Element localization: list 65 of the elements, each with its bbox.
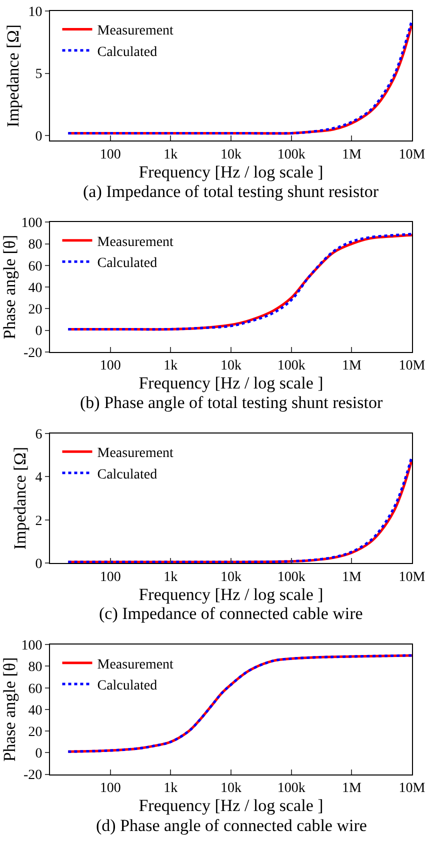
legend-label: Calculated	[97, 467, 158, 482]
legend-label: Measurement	[97, 24, 174, 39]
x-tick-label: 10M	[398, 781, 426, 796]
x-tick-label: 100k	[277, 781, 306, 796]
y-tick-label: 80	[28, 660, 42, 676]
y-tick-label: 40	[28, 280, 42, 296]
y-tick-label: 0	[35, 324, 42, 340]
x-axis-title: Frequency [Hz / log scale ]	[138, 796, 324, 816]
x-tick-label: 10M	[398, 570, 426, 585]
y-tick-label: 0	[35, 130, 42, 145]
x-tick-label: 1M	[342, 147, 362, 162]
y-axis-title: Impedance [Ω]	[4, 24, 23, 128]
x-tick-label: 100	[100, 358, 121, 374]
x-tick-label: 100	[100, 781, 121, 796]
x-tick-label: 1M	[342, 781, 362, 796]
x-tick-label: 1k	[164, 147, 178, 162]
y-tick-label: 0	[35, 556, 42, 572]
legend-label: Calculated	[97, 678, 158, 694]
y-tick-label: 60	[28, 259, 42, 274]
text: (c) Impedance of connected cable wire	[99, 604, 363, 623]
x-tick-label: 10M	[398, 147, 426, 162]
y-tick-label: 20	[28, 724, 42, 740]
text: (d) Phase angle of connected cable wire	[96, 816, 367, 835]
x-axis-title: Frequency [Hz / log scale ]	[138, 584, 324, 604]
y-tick-label: 60	[28, 682, 42, 697]
y-tick-label: 20	[28, 302, 42, 318]
x-tick-label: 1M	[342, 570, 362, 585]
x-axis-title: Frequency [Hz / log scale ]	[138, 162, 324, 182]
y-axis-title: Impedance [Ω]	[10, 446, 30, 550]
y-tick-label: -20	[24, 346, 42, 361]
y-tick-label: 6	[35, 427, 42, 442]
x-tick-label: 1k	[164, 781, 178, 796]
y-tick-label: 40	[28, 703, 42, 718]
y-tick-label: -20	[24, 768, 42, 784]
text: (b) Phase angle of total testing shunt resistor	[80, 393, 383, 412]
legend-label: Calculated	[97, 256, 158, 272]
x-tick-label: 1k	[164, 358, 178, 374]
legend-label: Measurement	[97, 657, 174, 672]
y-tick-label: 4	[35, 470, 42, 486]
legend-label: Measurement	[97, 234, 174, 250]
y-tick-label: 10	[28, 4, 42, 20]
text: (a) Impedance of total testing shunt resistor	[83, 182, 379, 201]
legend-label: Calculated	[97, 44, 158, 60]
y-tick-label: 5	[35, 67, 42, 82]
y-tick-label: 100	[21, 638, 42, 654]
x-tick-label: 100	[100, 147, 121, 162]
x-tick-label: 10k	[220, 358, 242, 374]
x-tick-label: 100	[100, 570, 121, 585]
x-tick-label: 100k	[277, 147, 306, 162]
x-tick-label: 1k	[164, 570, 178, 585]
y-axis-title: Phase angle [θ]	[0, 657, 19, 762]
x-tick-label: 10k	[220, 781, 242, 796]
y-tick-label: 80	[28, 238, 42, 253]
y-tick-label: 2	[35, 514, 42, 529]
x-tick-label: 100k	[277, 358, 306, 374]
y-tick-label: 0	[35, 746, 42, 762]
y-axis-title: Phase angle [θ]	[0, 234, 19, 340]
x-tick-label: 10k	[220, 570, 242, 585]
y-tick-label: 100	[21, 216, 42, 232]
legend-label: Measurement	[97, 446, 174, 462]
x-tick-label: 10k	[220, 147, 242, 162]
x-tick-label: 100k	[277, 570, 306, 585]
x-axis-title: Frequency [Hz / log scale ]	[138, 374, 324, 393]
x-tick-label: 10M	[398, 358, 426, 374]
x-tick-label: 1M	[342, 358, 362, 374]
